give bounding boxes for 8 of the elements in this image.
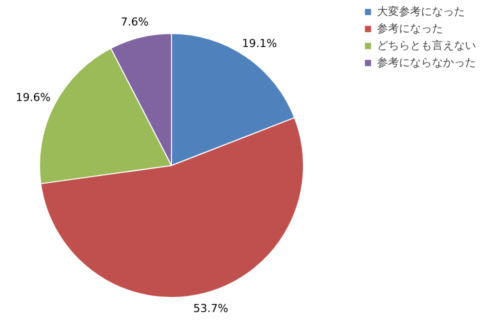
data-label: 19.6% (16, 91, 51, 104)
data-label: 7.6% (120, 15, 149, 28)
data-label: 19.1% (242, 36, 277, 50)
legend-label: どちらとも言えない (377, 38, 476, 53)
legend-label: 参考になった (377, 21, 443, 36)
data-label: 53.7% (193, 302, 228, 316)
legend-label: 参考にならなかった (377, 55, 476, 70)
legend-label: 大変参考になった (377, 4, 465, 19)
